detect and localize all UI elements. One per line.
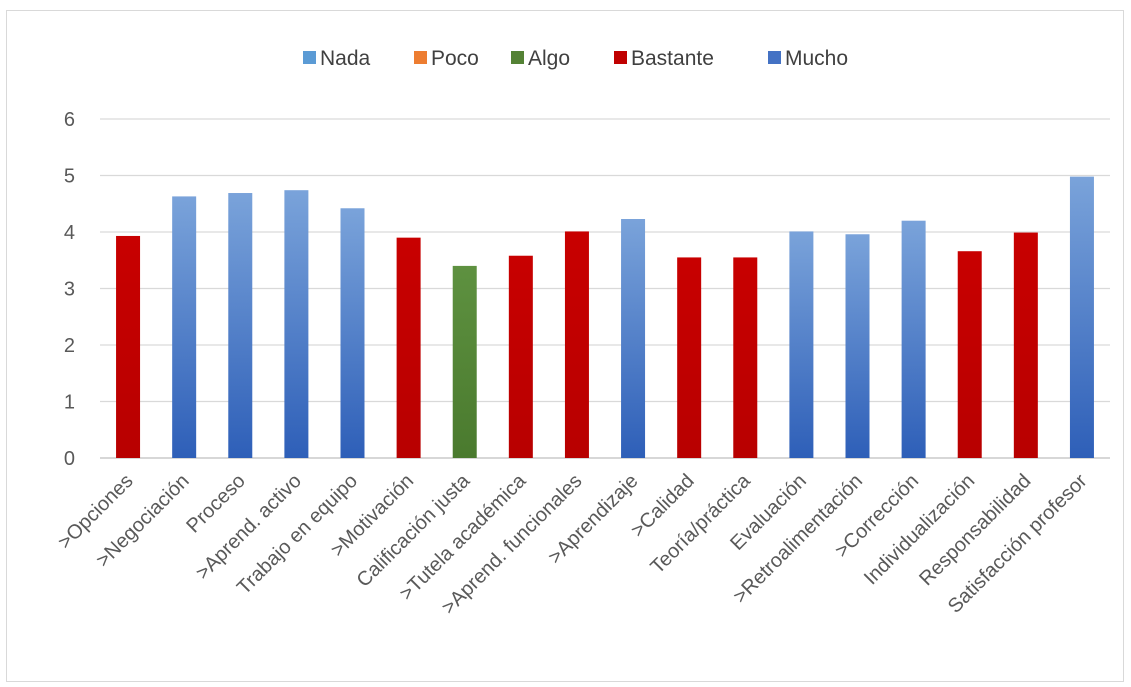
legend-swatch-bastante [614, 51, 627, 64]
bar-17 [1069, 176, 1094, 458]
gridlines [100, 118, 1110, 459]
y-tick-label: 2 [64, 335, 75, 357]
bar-2 [228, 193, 253, 458]
x-tick-label: Teoría/práctica [647, 469, 756, 578]
legend-swatch-poco [414, 51, 427, 64]
bar-10 [677, 257, 702, 458]
bar-7 [508, 255, 533, 458]
legend-label-poco: Poco [431, 47, 479, 70]
y-tick-label: 5 [64, 166, 75, 188]
legend-label-mucho: Mucho [785, 47, 848, 70]
legend-label-bastante: Bastante [631, 47, 714, 70]
bars [116, 176, 1094, 458]
bar-16 [1013, 232, 1038, 458]
bar-9 [621, 219, 646, 458]
bar-3 [284, 190, 309, 458]
bar-14 [901, 220, 926, 458]
bar-8 [564, 231, 589, 458]
bar-13 [845, 234, 870, 458]
bar-1 [172, 196, 197, 458]
bar-6 [452, 265, 477, 458]
bar-0 [116, 235, 141, 458]
y-axis-ticks: 0 1 2 3 4 5 6 [64, 109, 75, 470]
y-tick-label: 0 [64, 448, 75, 470]
chart-frame [6, 10, 1124, 682]
bar-11 [733, 257, 758, 458]
legend-label-algo: Algo [528, 47, 570, 70]
y-tick-label: 6 [64, 109, 75, 131]
chart-legend: Nada Poco Algo Bastante Mucho [303, 47, 848, 70]
legend-swatch-nada [303, 51, 316, 64]
bar-15 [957, 251, 982, 458]
bar-4 [340, 208, 365, 458]
y-tick-label: 1 [64, 392, 75, 414]
bar-5 [396, 237, 421, 458]
legend-label-nada: Nada [320, 47, 371, 70]
bar-12 [789, 231, 814, 458]
y-tick-label: 4 [64, 222, 75, 244]
y-tick-label: 3 [64, 279, 75, 301]
legend-swatch-mucho [768, 51, 781, 64]
legend-swatch-algo [511, 51, 524, 64]
